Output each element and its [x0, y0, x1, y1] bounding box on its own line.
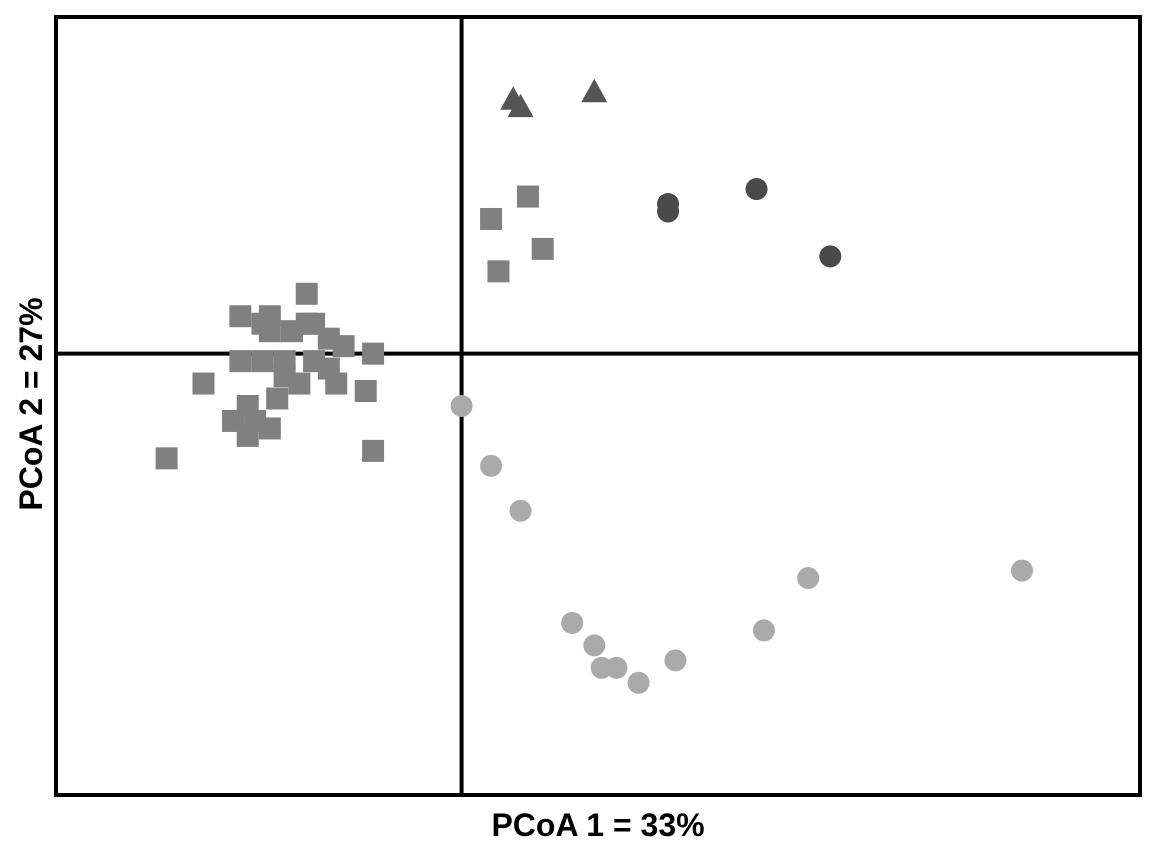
square-point [258, 320, 281, 343]
circle-point [657, 200, 680, 223]
square-point [229, 350, 252, 373]
circle-point [509, 499, 532, 522]
circle-point [664, 649, 687, 672]
square-point [258, 417, 281, 440]
triangle-point [507, 93, 534, 118]
square-point [362, 439, 385, 462]
circle-point [480, 454, 503, 477]
square-point [229, 305, 252, 328]
circle-point [561, 611, 584, 634]
plot-frame [54, 15, 1142, 797]
y-axis-label: PCoA 2 = 27% [13, 297, 49, 510]
square-point [325, 372, 348, 395]
x-axis-label: PCoA 1 = 33% [491, 807, 704, 843]
data-points [155, 78, 1034, 694]
circle-point [605, 656, 628, 679]
square-point [531, 237, 554, 260]
square-point [288, 372, 311, 395]
square-point [236, 424, 259, 447]
series-2-circle-points [657, 178, 842, 268]
circle-point [819, 245, 842, 268]
square-point [295, 282, 318, 305]
circle-point [1011, 559, 1034, 582]
circle-point [745, 178, 768, 201]
series-3-circle-points [450, 395, 1034, 694]
square-point [332, 335, 355, 358]
square-point [354, 380, 377, 403]
series-1-triangle-points [500, 78, 608, 118]
square-point [487, 260, 510, 283]
triangle-point [581, 78, 608, 103]
circle-point [752, 619, 775, 642]
square-point [155, 447, 178, 470]
square-point [266, 387, 289, 410]
circle-point [627, 671, 650, 694]
square-point [516, 185, 539, 208]
series-0-square-points [155, 185, 554, 470]
circle-point [797, 567, 820, 590]
square-point [251, 350, 274, 373]
square-point [362, 342, 385, 365]
square-point [480, 207, 503, 230]
square-point [192, 372, 215, 395]
circle-point [583, 634, 606, 657]
circle-point [450, 395, 473, 417]
